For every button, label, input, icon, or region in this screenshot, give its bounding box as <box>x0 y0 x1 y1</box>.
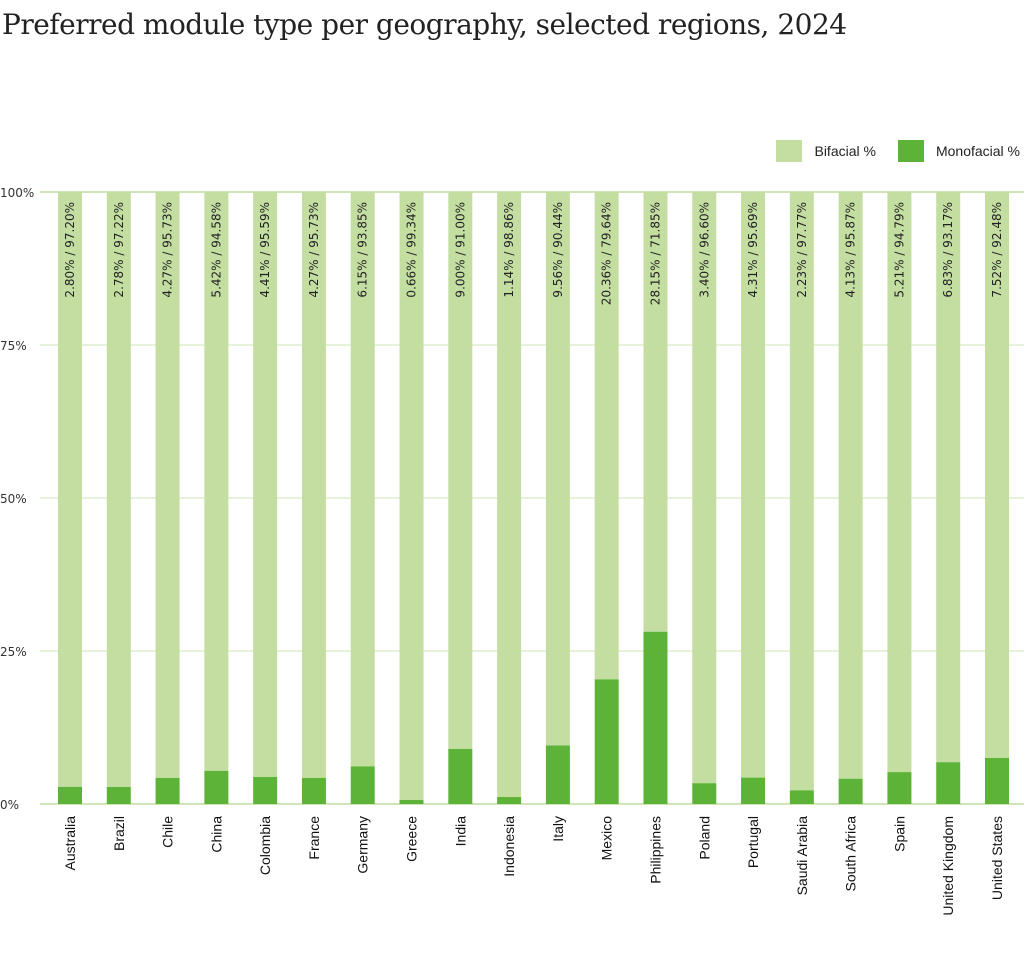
x-tick-label: Greece <box>404 816 420 862</box>
y-tick-label: 75% <box>0 339 27 353</box>
bar-bifacial <box>594 192 619 680</box>
bar-monofacial <box>58 786 82 804</box>
x-tick-label: Colombia <box>257 816 273 875</box>
legend-label-bifacial: Bifacial % <box>814 143 876 159</box>
y-tick-label: 100% <box>0 186 34 200</box>
data-label: 2.78% / 97.22% <box>112 202 126 298</box>
data-label: 2.23% / 97.77% <box>795 202 809 298</box>
bar-bifacial <box>643 192 668 632</box>
bar-monofacial <box>887 772 912 804</box>
legend-label-monofacial: Monofacial % <box>935 143 1020 159</box>
bar-monofacial <box>253 777 278 804</box>
legend-swatch-bifacial <box>776 140 803 162</box>
bar-bifacial <box>545 192 570 746</box>
bar-bifacial <box>106 192 131 787</box>
x-tick-label: Spain <box>891 816 907 852</box>
data-label: 20.36% / 79.64% <box>600 202 614 305</box>
data-label: 4.13% / 95.87% <box>844 202 858 298</box>
bar-bifacial <box>155 192 180 778</box>
data-label: 7.52% / 92.48% <box>990 202 1004 298</box>
bar-monofacial <box>155 777 180 804</box>
legend-item-bifacial: Bifacial % <box>776 140 876 162</box>
bar-monofacial <box>106 786 131 804</box>
bar-monofacial <box>350 766 375 804</box>
bar-monofacial <box>789 790 814 804</box>
bar-bifacial <box>253 192 278 778</box>
x-tick-label: Poland <box>696 816 712 860</box>
bar-monofacial <box>448 748 473 804</box>
bar-bifacial <box>789 192 814 791</box>
data-label: 9.56% / 90.44% <box>551 202 565 298</box>
bar-bifacial <box>399 192 424 800</box>
data-label: 1.14% / 98.86% <box>502 202 516 298</box>
data-label: 0.66% / 99.34% <box>405 202 419 298</box>
bar-bifacial <box>350 192 375 767</box>
bar-bifacial <box>448 192 473 749</box>
x-tick-label: India <box>452 816 468 847</box>
x-tick-label: South Africa <box>843 816 859 892</box>
bar-monofacial <box>594 679 619 804</box>
data-label: 4.27% / 95.73% <box>161 202 175 298</box>
data-label: 6.15% / 93.85% <box>356 202 370 298</box>
x-tick-label: Saudi Arabia <box>794 816 810 896</box>
data-label: 4.27% / 95.73% <box>307 202 321 298</box>
bar-monofacial <box>399 799 424 804</box>
data-label: 4.31% / 95.69% <box>746 202 760 298</box>
bar-bifacial <box>741 192 766 778</box>
bar-bifacial <box>985 192 1009 758</box>
bar-bifacial <box>58 192 82 787</box>
y-tick-label: 0% <box>0 798 19 812</box>
bar-bifacial <box>301 192 326 778</box>
x-tick-label: France <box>306 816 322 860</box>
data-label: 4.41% / 95.59% <box>258 202 272 298</box>
data-label: 5.42% / 94.58% <box>209 202 223 298</box>
bar-bifacial <box>936 192 961 763</box>
bar-monofacial <box>985 757 1009 804</box>
bar-bifacial <box>887 192 912 773</box>
bar-monofacial <box>741 777 766 804</box>
bar-monofacial <box>643 631 668 804</box>
x-tick-label: China <box>208 816 224 853</box>
x-tick-label: Germany <box>355 816 371 874</box>
bar-bifacial <box>204 192 229 771</box>
bar-bifacial <box>692 192 717 784</box>
x-tick-label: Brazil <box>111 816 127 851</box>
bar-monofacial <box>838 778 863 804</box>
bar-monofacial <box>301 777 326 804</box>
data-label: 5.21% / 94.79% <box>892 202 906 298</box>
x-tick-label: Philippines <box>647 816 663 884</box>
x-tick-label: Mexico <box>599 816 615 861</box>
y-tick-label: 50% <box>0 492 27 506</box>
y-tick-label: 25% <box>0 645 27 659</box>
x-tick-label: United States <box>989 816 1005 900</box>
bar-monofacial <box>545 745 570 804</box>
bar-monofacial <box>936 762 961 804</box>
x-tick-label: Italy <box>550 816 566 842</box>
x-tick-label: United Kingdom <box>940 816 956 916</box>
x-tick-label: Chile <box>160 816 176 848</box>
chart-title: Preferred module type per geography, sel… <box>2 8 847 41</box>
x-tick-label: Portugal <box>745 816 761 868</box>
bar-bifacial <box>838 192 863 779</box>
legend: Bifacial % Monofacial % <box>776 140 1020 162</box>
data-label: 28.15% / 71.85% <box>648 202 662 305</box>
data-label: 9.00% / 91.00% <box>453 202 467 298</box>
x-tick-label: Australia <box>62 816 78 871</box>
data-label: 3.40% / 96.60% <box>697 202 711 298</box>
x-tick-label: Indonesia <box>501 816 517 877</box>
legend-item-monofacial: Monofacial % <box>897 140 1020 162</box>
legend-swatch-monofacial <box>897 140 924 162</box>
bar-monofacial <box>692 783 717 804</box>
data-label: 2.80% / 97.20% <box>63 202 77 298</box>
bar-monofacial <box>497 797 522 804</box>
bar-monofacial <box>204 770 229 804</box>
data-label: 6.83% / 93.17% <box>941 202 955 298</box>
bar-bifacial <box>497 192 522 798</box>
